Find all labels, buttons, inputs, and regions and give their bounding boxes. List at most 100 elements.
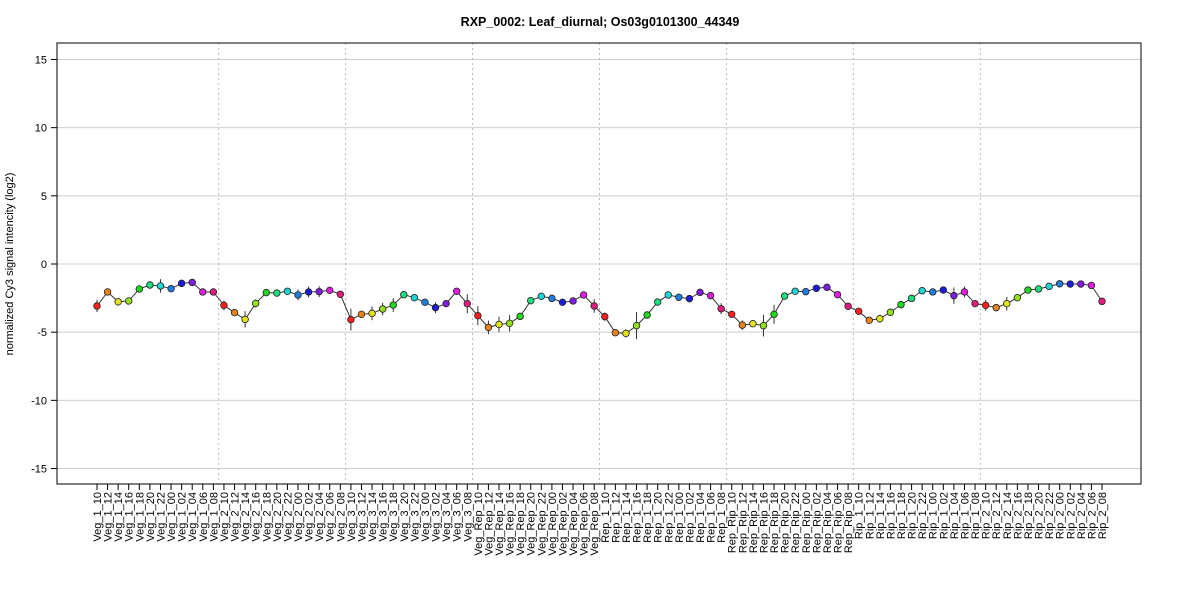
x-tick-label: Rip_1_14 — [875, 492, 887, 539]
data-point — [548, 294, 556, 303]
data-point — [579, 291, 588, 299]
data-point — [802, 287, 810, 296]
x-tick-label: Rip_2_08 — [1097, 492, 1109, 539]
x-tick-label: Veg_2_16 — [251, 492, 263, 542]
y-tick-label: -5 — [37, 327, 47, 339]
data-point — [854, 307, 863, 316]
x-tick-label: Rip_1_20 — [907, 492, 919, 539]
data-point — [717, 305, 725, 313]
x-tick-label: Rip_1_18 — [896, 492, 908, 539]
x-tick-label: Veg_3_08 — [462, 492, 474, 542]
x-tick-label: Rip_1_08 — [970, 492, 982, 539]
grid — [57, 59, 1141, 469]
data-point — [971, 299, 979, 308]
data-point — [1055, 280, 1064, 288]
data-point — [199, 288, 207, 296]
data-point — [886, 308, 895, 316]
data-point — [177, 279, 186, 288]
x-tick-label: Rep_Rip_20 — [780, 492, 792, 553]
x-tick-label: Rep_Rip_16 — [758, 492, 770, 553]
x-tick-label: Veg_1_12 — [103, 492, 115, 542]
y-axis: -15 -10 -5 0 5 10 15 — [31, 55, 57, 476]
x-tick-label: Veg_2_06 — [325, 492, 337, 542]
data-point — [1003, 299, 1011, 308]
series-line — [96, 281, 1103, 334]
x-tick-label: Veg_Rep_04 — [568, 492, 580, 556]
x-tick-label: Veg_Rep_10 — [473, 492, 485, 556]
x-tick-label: Veg_Rep_16 — [505, 492, 517, 556]
x-tick-label: Rip_2_00 — [1055, 492, 1067, 539]
data-point — [400, 290, 408, 299]
data-point — [844, 302, 852, 310]
data-point — [315, 287, 323, 296]
x-tick-label: Veg_3_06 — [452, 492, 464, 542]
x-tick-label: Veg_2_14 — [240, 492, 252, 542]
x-tick-label: Veg_1_00 — [166, 492, 178, 542]
data-point — [389, 301, 397, 309]
data-point — [273, 289, 281, 297]
data-point — [537, 292, 546, 301]
data-point — [357, 310, 366, 319]
data-point — [251, 299, 260, 308]
x-tick-label: Veg_Rep_00 — [547, 492, 559, 556]
x-tick-label: Rip_1_04 — [949, 492, 961, 539]
x-tick-label: Veg_2_00 — [293, 492, 305, 542]
data-point — [643, 311, 651, 319]
x-tick-label: Veg_1_06 — [198, 492, 210, 542]
data-point — [653, 298, 662, 306]
x-tick-label: Rep_1_14 — [621, 492, 633, 543]
data-point — [167, 284, 175, 293]
x-tick-label: Veg_2_20 — [272, 492, 284, 542]
data-point — [622, 329, 630, 338]
y-tick-label: 5 — [41, 191, 47, 203]
data-point — [907, 294, 916, 303]
x-tick-label: Veg_3_14 — [367, 492, 379, 542]
x-tick-label: Veg_2_22 — [282, 492, 294, 542]
x-tick-label: Veg_1_18 — [134, 492, 146, 542]
y-tick-label: 0 — [41, 259, 47, 271]
chart-title: RXP_0002: Leaf_diurnal; Os03g0101300_443… — [461, 15, 740, 29]
x-tick-label: Veg_3_04 — [441, 492, 453, 542]
data-point — [981, 301, 990, 310]
data-point — [611, 329, 620, 337]
data-point — [156, 282, 165, 290]
data-point — [114, 298, 122, 306]
data-point — [484, 323, 493, 332]
data-point — [1013, 293, 1022, 302]
x-tick-label: Rip_1_06 — [959, 492, 971, 539]
data-point — [992, 303, 1000, 312]
x-tick-label: Veg_Rep_06 — [579, 492, 591, 556]
data-point — [728, 310, 736, 319]
series — [93, 278, 1106, 340]
x-tick-label: Veg_2_02 — [304, 492, 316, 542]
x-tick-label: Rip_2_02 — [1065, 492, 1077, 539]
data-point — [463, 299, 471, 308]
x-tick-label: Rep_1_06 — [706, 492, 718, 543]
x-tick-label: Veg_1_22 — [155, 492, 167, 542]
x-tick-label: Rip_1_16 — [885, 492, 897, 539]
x-tick-label: Rip_1_00 — [928, 492, 940, 539]
data-point — [410, 293, 419, 302]
data-point — [950, 291, 958, 300]
x-tick-label: Veg_1_14 — [113, 492, 125, 542]
x-tick-label: Rip_2_16 — [1012, 492, 1024, 539]
data-point — [685, 294, 694, 303]
x-tick-label: Rep_1_18 — [642, 492, 654, 543]
data-point — [516, 312, 524, 321]
data-point — [812, 284, 821, 292]
x-tick-label: Veg_3_00 — [420, 492, 432, 542]
data-point — [759, 321, 768, 330]
data-point — [368, 309, 376, 318]
x-tick-label: Veg_3_22 — [409, 492, 421, 542]
x-tick-label: Rip_2_12 — [991, 492, 1003, 539]
data-point — [1077, 280, 1085, 288]
data-point — [241, 315, 249, 324]
x-tick-label: Rip_2_20 — [1034, 492, 1046, 539]
data-point — [929, 288, 937, 296]
x-tick-label: Rip_2_22 — [1044, 492, 1056, 539]
x-tick-label: Rep_Rip_14 — [748, 492, 760, 553]
data-point — [336, 290, 345, 298]
y-tick-label: -15 — [31, 464, 47, 476]
x-tick-label: Veg_3_16 — [378, 492, 390, 542]
